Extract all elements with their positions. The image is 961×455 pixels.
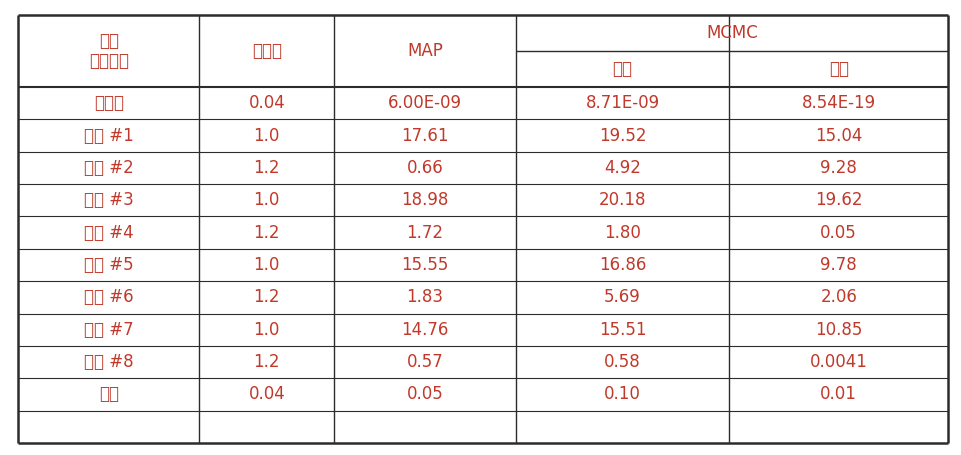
Text: 15.04: 15.04 bbox=[814, 126, 861, 145]
Text: 1.72: 1.72 bbox=[406, 224, 443, 242]
Text: 초기값: 초기값 bbox=[252, 42, 282, 60]
Text: 스케일: 스케일 bbox=[93, 94, 124, 112]
Text: 0.66: 0.66 bbox=[407, 159, 443, 177]
Text: 0.10: 0.10 bbox=[604, 385, 640, 404]
Text: 길이 #7: 길이 #7 bbox=[84, 321, 134, 339]
Text: 0.04: 0.04 bbox=[248, 385, 284, 404]
Text: MAP: MAP bbox=[407, 42, 442, 60]
Text: 1.2: 1.2 bbox=[254, 288, 280, 306]
Text: 길이 #5: 길이 #5 bbox=[84, 256, 134, 274]
Text: 19.52: 19.52 bbox=[598, 126, 646, 145]
Text: 2.06: 2.06 bbox=[820, 288, 856, 306]
Text: 길이 #1: 길이 #1 bbox=[84, 126, 134, 145]
Text: 1.2: 1.2 bbox=[254, 224, 280, 242]
Text: 0.57: 0.57 bbox=[407, 353, 443, 371]
Text: 19.62: 19.62 bbox=[814, 191, 862, 209]
Text: 17.61: 17.61 bbox=[401, 126, 448, 145]
Text: 1.80: 1.80 bbox=[604, 224, 640, 242]
Text: 0.05: 0.05 bbox=[407, 385, 443, 404]
Text: 8.54E-19: 8.54E-19 bbox=[801, 94, 875, 112]
Text: 평균: 평균 bbox=[612, 60, 631, 78]
Text: 9.28: 9.28 bbox=[820, 159, 856, 177]
Text: 0.58: 0.58 bbox=[604, 353, 640, 371]
Text: 0.01: 0.01 bbox=[820, 385, 856, 404]
Text: 1.0: 1.0 bbox=[254, 126, 280, 145]
Text: 1.2: 1.2 bbox=[254, 353, 280, 371]
Text: 0.0041: 0.0041 bbox=[809, 353, 867, 371]
Text: 1.0: 1.0 bbox=[254, 256, 280, 274]
Text: 8.71E-09: 8.71E-09 bbox=[585, 94, 659, 112]
Text: 1.0: 1.0 bbox=[254, 191, 280, 209]
Text: MCMC: MCMC bbox=[705, 24, 757, 42]
Text: 15.55: 15.55 bbox=[401, 256, 448, 274]
Text: 20.18: 20.18 bbox=[598, 191, 646, 209]
Text: 15.51: 15.51 bbox=[598, 321, 646, 339]
Text: 분산: 분산 bbox=[827, 60, 848, 78]
Text: 18.98: 18.98 bbox=[401, 191, 448, 209]
Text: 10.85: 10.85 bbox=[814, 321, 861, 339]
Text: 5.69: 5.69 bbox=[604, 288, 640, 306]
Text: 길이 #4: 길이 #4 bbox=[84, 224, 134, 242]
Text: 길이 #6: 길이 #6 bbox=[84, 288, 134, 306]
Text: 1.83: 1.83 bbox=[406, 288, 443, 306]
Text: 1.0: 1.0 bbox=[254, 321, 280, 339]
Text: 0.04: 0.04 bbox=[248, 94, 284, 112]
Text: 오차: 오차 bbox=[99, 385, 118, 404]
Text: 14.76: 14.76 bbox=[401, 321, 448, 339]
Text: 길이 #2: 길이 #2 bbox=[84, 159, 134, 177]
Text: 미지
파라미터: 미지 파라미터 bbox=[88, 31, 129, 71]
Text: 16.86: 16.86 bbox=[598, 256, 646, 274]
Text: 길이 #3: 길이 #3 bbox=[84, 191, 134, 209]
Text: 1.2: 1.2 bbox=[254, 159, 280, 177]
Text: 0.05: 0.05 bbox=[820, 224, 856, 242]
Text: 4.92: 4.92 bbox=[604, 159, 640, 177]
Text: 길이 #8: 길이 #8 bbox=[84, 353, 134, 371]
Text: 9.78: 9.78 bbox=[820, 256, 856, 274]
Text: 6.00E-09: 6.00E-09 bbox=[387, 94, 461, 112]
